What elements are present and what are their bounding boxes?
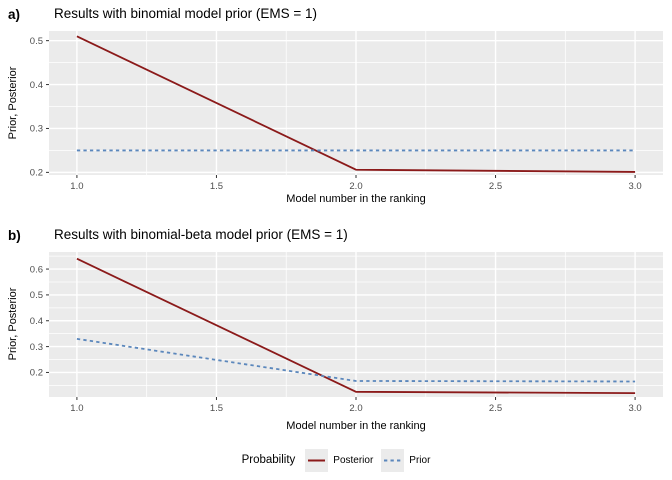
panel-b-header: b) Results with binomial-beta model prio… (8, 227, 668, 245)
panel-a-label: a) (8, 7, 21, 22)
panel-b-x-tick-label: 3.0 (628, 403, 641, 414)
panel-a-x-tick-label: 3.0 (628, 181, 641, 192)
legend-title: Probability (241, 454, 296, 466)
panel-a-y-tick-label: 0.5 (30, 36, 43, 47)
panel-b-x-tick-label: 2.0 (349, 403, 362, 414)
panel-b-label: b) (8, 228, 21, 243)
panel-b-title: Results with binomial-beta model prior (… (54, 227, 348, 242)
panel-a-y-tick-label: 0.2 (30, 168, 43, 179)
posterior-key-line (308, 459, 326, 461)
panel-b-x-tick-label: 1.5 (210, 403, 223, 414)
panel-a-x-tick-label: 1.5 (210, 181, 223, 192)
panel-a-x-tick-label: 2.0 (349, 181, 362, 192)
legend-label-prior: Prior (409, 454, 431, 466)
prior-key-line (384, 459, 402, 461)
panel-a-y-tick-label: 0.3 (30, 124, 43, 135)
panel-a-y-axis-title: Prior, Posterior (7, 66, 19, 140)
panel-b-y-tick-label: 0.4 (30, 316, 43, 327)
legend-entry-posterior: Posterior (305, 448, 374, 472)
panel-a-x-axis-title: Model number in the ranking (286, 193, 426, 205)
panel-b-x-tick-label: 1.0 (70, 403, 83, 414)
panel-b-x-axis-title: Model number in the ranking (286, 420, 426, 432)
panel-b-y-tick-label: 0.3 (30, 342, 43, 353)
panel-b-x-tick-label: 2.5 (489, 403, 502, 414)
legend-label-posterior: Posterior (333, 454, 374, 466)
posterior-line-key-icon (305, 448, 329, 472)
panel-b-y-tick-label: 0.2 (30, 368, 43, 379)
panel-a-x-tick-label: 2.5 (489, 181, 502, 192)
panel-b-y-tick-label: 0.5 (30, 290, 43, 301)
panel-a-y-tick-label: 0.4 (30, 80, 43, 91)
panel-a-posterior-line (76, 35, 636, 173)
panel-b-y-axis-title: Prior, Posterior (7, 287, 19, 361)
panel-b-y-tick-label: 0.6 (30, 264, 43, 275)
panel-a-title: Results with binomial model prior (EMS =… (54, 6, 317, 21)
panel-a-header: a) Results with binomial model prior (EM… (8, 6, 668, 24)
prior-line-key-icon (381, 448, 405, 472)
panel-b-posterior-line (76, 257, 636, 395)
legend-entry-prior: Prior (381, 448, 431, 472)
panel-b-prior-line (76, 337, 636, 383)
legend: Probability Posterior Prior (0, 448, 672, 472)
panel-a-x-tick-label: 1.0 (70, 181, 83, 192)
